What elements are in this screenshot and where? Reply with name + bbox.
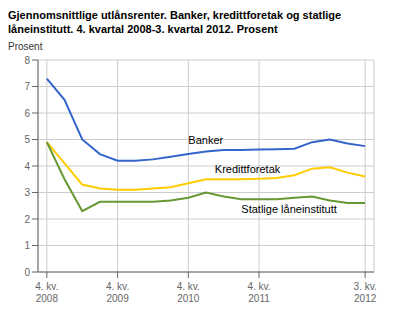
svg-text:Statlige låneinstitutt: Statlige låneinstitutt (241, 203, 336, 215)
html-text:låneinstitutt. 4. kvartal 2008: låneinstitutt. 4. kvartal 2008-3. kvarta… (8, 23, 278, 35)
svg-text:3: 3 (24, 187, 30, 198)
svg-text:4. kv.2011: 4. kv.2011 (247, 281, 270, 304)
svg-text:Banker: Banker (188, 134, 223, 146)
svg-text:4. kv.2008: 4. kv.2008 (35, 281, 58, 304)
svg-text:5: 5 (24, 134, 30, 145)
html-text:Prosent: Prosent (8, 41, 43, 52)
svg-text:2: 2 (24, 214, 30, 225)
svg-text:Kredittforetak: Kredittforetak (215, 163, 281, 175)
svg-text:1: 1 (24, 240, 30, 251)
svg-text:6: 6 (24, 108, 30, 119)
svg-text:4. kv.2010: 4. kv.2010 (177, 281, 200, 304)
svg-text:8: 8 (24, 55, 30, 66)
svg-text:7: 7 (24, 81, 30, 92)
svg-text:4. kv.2009: 4. kv.2009 (106, 281, 129, 304)
svg-text:3. kv.2012: 3. kv.2012 (354, 281, 377, 304)
svg-text:0: 0 (24, 267, 30, 278)
html-text:Gjennomsnittlige utlånsrenter.: Gjennomsnittlige utlånsrenter. Banker, k… (8, 9, 342, 21)
svg-text:4: 4 (24, 161, 30, 172)
